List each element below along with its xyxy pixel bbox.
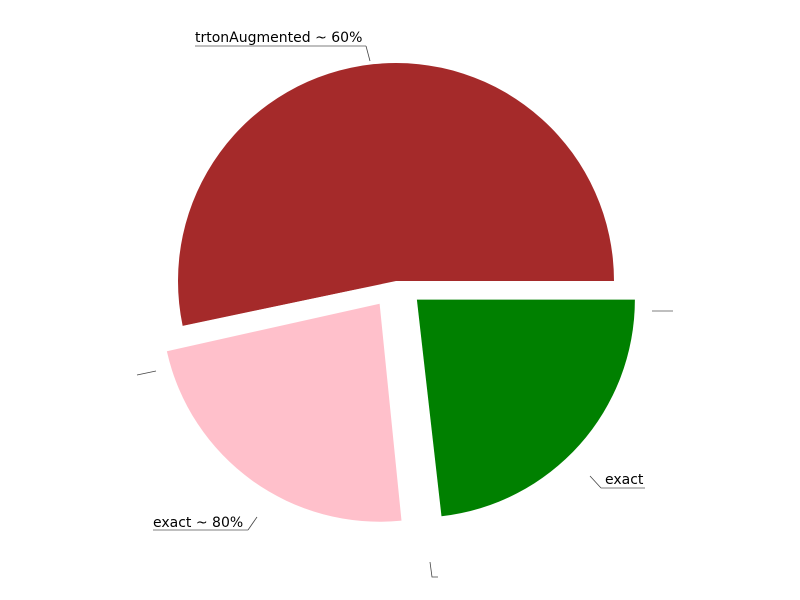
- slice-exact-green: [416, 299, 635, 517]
- slice-label-exact-green: exact ~ 80%: [153, 515, 243, 531]
- slice-gap-2: [398, 308, 424, 526]
- leader-line: [429, 561, 438, 578]
- leader-lines: [136, 45, 673, 578]
- slice-label-exact-pink: exact: [605, 472, 644, 488]
- leader-line: [136, 370, 157, 376]
- slice-trtonaugmented: [177, 62, 614, 326]
- slice-gap-1: [155, 286, 369, 335]
- leader-line: [589, 475, 602, 489]
- labels-layer: trtonAugmented ~ 60% exact exact ~ 80%: [153, 30, 644, 531]
- leader-line: [247, 516, 258, 531]
- slice-label-trtonaugmented: trtonAugmented ~ 60%: [195, 30, 362, 46]
- slices-layer: [155, 62, 635, 526]
- leader-line: [365, 45, 371, 62]
- slice-exact-pink: [166, 303, 402, 522]
